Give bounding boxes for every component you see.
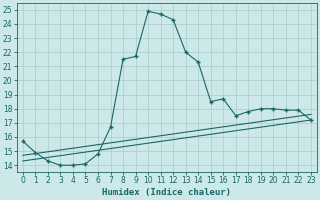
X-axis label: Humidex (Indice chaleur): Humidex (Indice chaleur): [102, 188, 231, 197]
